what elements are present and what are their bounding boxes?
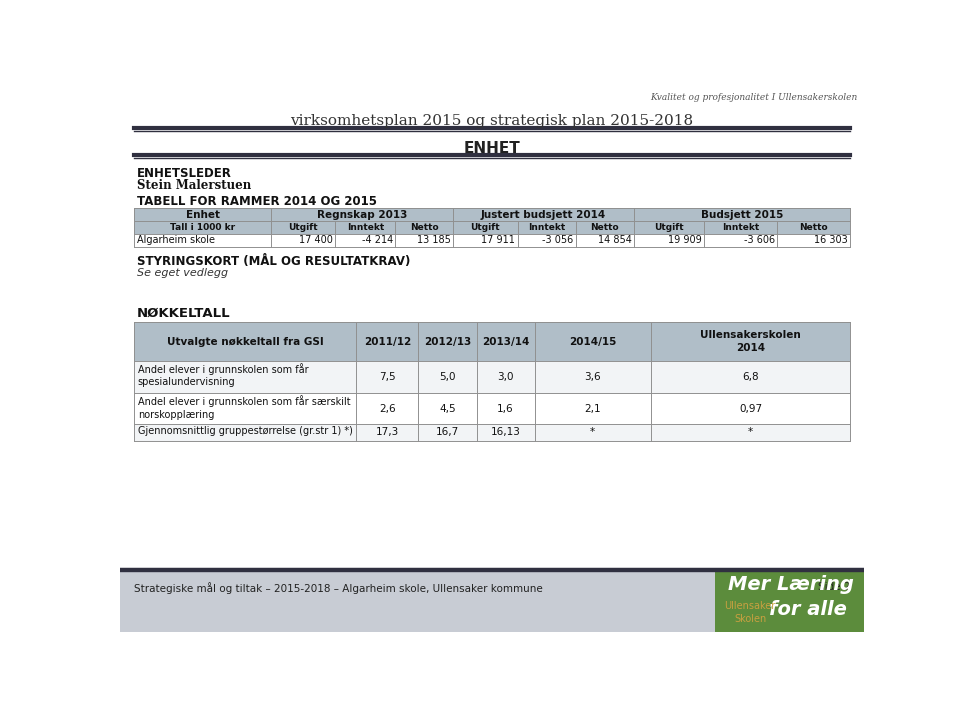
Bar [134, 322, 850, 361]
Text: 2012/13: 2012/13 [423, 337, 471, 346]
Bar [715, 569, 864, 632]
Text: Tall i 1000 kr: Tall i 1000 kr [170, 223, 235, 232]
Text: Kvalitet og profesjonalitet I Ullensakerskolen: Kvalitet og profesjonalitet I Ullensaker… [651, 93, 858, 102]
Text: -3 056: -3 056 [542, 235, 573, 246]
Text: Inntekt: Inntekt [528, 223, 565, 232]
Text: 2014/15: 2014/15 [569, 337, 616, 346]
Text: Stein Malerstuen: Stein Malerstuen [137, 179, 252, 192]
Text: 6,8: 6,8 [742, 372, 758, 382]
Text: -3 606: -3 606 [744, 235, 775, 246]
Text: Inntekt: Inntekt [722, 223, 759, 232]
Text: for alle: for alle [769, 599, 847, 618]
Text: Utgift: Utgift [470, 223, 500, 232]
Text: 19 909: 19 909 [668, 235, 702, 246]
Bar [134, 209, 850, 234]
Text: *: * [748, 427, 753, 437]
Text: Utgift: Utgift [288, 223, 318, 232]
Text: 16 303: 16 303 [814, 235, 848, 246]
Text: -4 214: -4 214 [362, 235, 393, 246]
Text: 2,1: 2,1 [585, 403, 601, 414]
Text: 5,0: 5,0 [439, 372, 456, 382]
Text: 2011/12: 2011/12 [364, 337, 411, 346]
Text: Justert budsjett 2014: Justert budsjett 2014 [481, 210, 606, 220]
Text: 7,5: 7,5 [379, 372, 396, 382]
Text: ENHETSLEDER: ENHETSLEDER [137, 167, 232, 180]
Text: Se eget vedlegg: Se eget vedlegg [137, 268, 228, 278]
Text: 17 911: 17 911 [481, 235, 516, 246]
Text: Enhet: Enhet [185, 210, 220, 220]
Text: Strategiske mål og tiltak – 2015-2018 – Algarheim skole, Ullensaker kommune: Strategiske mål og tiltak – 2015-2018 – … [134, 582, 542, 594]
Text: Ullensaker
Skolen: Ullensaker Skolen [725, 601, 776, 623]
Text: Andel elever i grunnskolen som får
spesialundervisning: Andel elever i grunnskolen som får spesi… [138, 364, 308, 388]
Text: Utvalgte nøkkeltall fra GSI: Utvalgte nøkkeltall fra GSI [167, 337, 324, 346]
Text: Algarheim skole: Algarheim skole [137, 235, 215, 246]
Text: 0,97: 0,97 [739, 403, 762, 414]
Text: 2,6: 2,6 [379, 403, 396, 414]
Text: *: * [590, 427, 595, 437]
Bar [134, 393, 850, 424]
Bar [120, 571, 864, 632]
Bar [134, 361, 850, 393]
Text: Netto: Netto [590, 223, 619, 232]
Text: 13 185: 13 185 [417, 235, 451, 246]
Text: 3,0: 3,0 [497, 372, 514, 382]
Text: Ullensakerskolen
2014: Ullensakerskolen 2014 [700, 330, 801, 353]
Text: Regnskap 2013: Regnskap 2013 [317, 210, 407, 220]
Text: NØKKELTALL: NØKKELTALL [137, 307, 230, 320]
Text: 16,7: 16,7 [436, 427, 459, 437]
Text: 4,5: 4,5 [439, 403, 456, 414]
Text: Gjennomsnittlig gruppestørrelse (gr.str 1) *): Gjennomsnittlig gruppestørrelse (gr.str … [138, 426, 352, 437]
Text: Side 2: Side 2 [818, 582, 850, 592]
Text: Mer Læring: Mer Læring [729, 575, 854, 594]
Text: 2013/14: 2013/14 [482, 337, 529, 346]
Text: 16,13: 16,13 [491, 427, 520, 437]
Text: 17 400: 17 400 [300, 235, 333, 246]
Text: Inntekt: Inntekt [347, 223, 384, 232]
Text: Netto: Netto [800, 223, 828, 232]
Text: Budsjett 2015: Budsjett 2015 [701, 210, 783, 220]
Text: Utgift: Utgift [655, 223, 684, 232]
Text: TABELL FOR RAMMER 2014 OG 2015: TABELL FOR RAMMER 2014 OG 2015 [137, 195, 377, 208]
Text: 1,6: 1,6 [497, 403, 514, 414]
Bar [134, 234, 850, 247]
Bar [134, 424, 850, 441]
Text: STYRINGSKORT (MÅL OG RESULTATKRAV): STYRINGSKORT (MÅL OG RESULTATKRAV) [137, 255, 411, 268]
Text: Andel elever i grunnskolen som får særskilt
norskopplæring: Andel elever i grunnskolen som får særsk… [138, 395, 350, 420]
Text: 3,6: 3,6 [585, 372, 601, 382]
Text: ENHET: ENHET [464, 141, 520, 156]
Text: Netto: Netto [410, 223, 439, 232]
Text: virksomhetsplan 2015 og strategisk plan 2015-2018: virksomhetsplan 2015 og strategisk plan … [291, 114, 693, 129]
Text: 17,3: 17,3 [375, 427, 399, 437]
Text: 14 854: 14 854 [598, 235, 632, 246]
